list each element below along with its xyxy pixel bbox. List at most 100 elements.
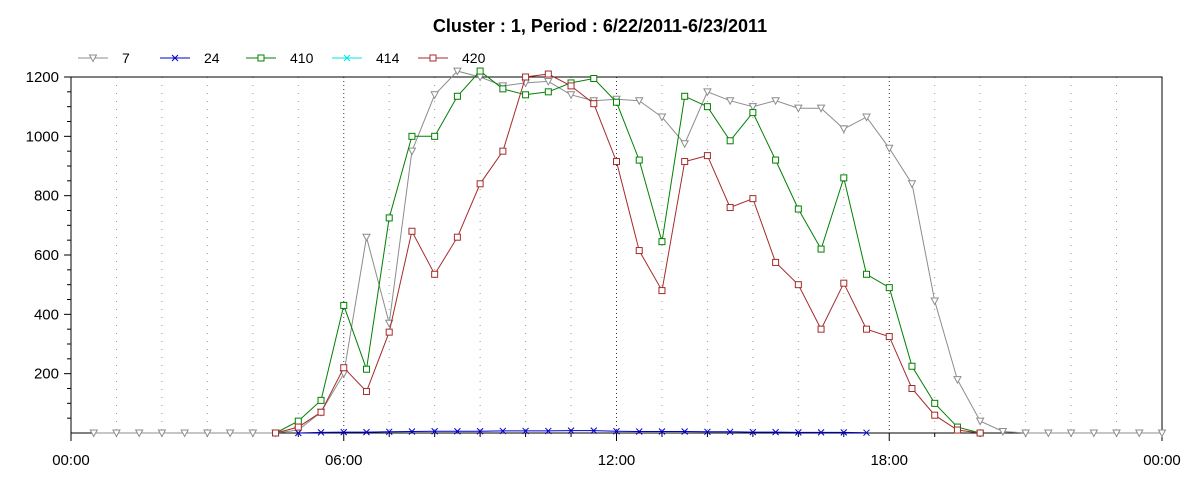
y-tick-label: 400	[34, 306, 59, 323]
data-point	[340, 301, 348, 309]
x-tick-label: 06:00	[325, 452, 363, 469]
data-point	[430, 91, 440, 100]
data-point	[408, 428, 416, 435]
data-point	[1157, 429, 1167, 438]
data-point	[1066, 429, 1076, 438]
series-layer	[89, 67, 1167, 438]
data-point	[681, 428, 689, 435]
x-tick-label: 00:00	[52, 452, 90, 469]
data-point	[840, 279, 848, 287]
x-tick-label: 12:00	[598, 452, 636, 469]
data-point	[499, 85, 507, 93]
data-point	[385, 328, 393, 336]
data-point	[930, 297, 940, 306]
data-point	[362, 233, 371, 242]
data-point	[317, 396, 325, 404]
data-point	[522, 73, 530, 81]
data-point	[998, 428, 1008, 437]
data-point	[362, 365, 370, 373]
data-point	[749, 428, 757, 436]
data-point	[544, 427, 552, 435]
data-point	[748, 103, 758, 112]
data-point	[772, 156, 780, 164]
data-point	[794, 205, 802, 213]
data-point	[863, 325, 871, 333]
data-point	[566, 91, 576, 100]
legend-label: 414	[376, 50, 400, 66]
series-line-7	[93, 70, 1162, 434]
y-tick-label: 1200	[26, 69, 59, 86]
data-point	[863, 429, 870, 437]
data-point	[1089, 429, 1099, 438]
data-point	[89, 429, 99, 438]
data-point	[567, 82, 575, 90]
data-point	[590, 427, 598, 434]
series-line-420	[275, 73, 981, 434]
data-point	[567, 427, 575, 434]
data-point	[225, 429, 235, 438]
data-point	[726, 428, 734, 436]
legend-item-420: 420	[418, 50, 486, 66]
data-point	[613, 158, 620, 166]
y-tick-label: 1000	[26, 128, 59, 145]
legend-item-414: 414	[332, 50, 400, 66]
data-point	[839, 125, 849, 134]
legend-label: 7	[122, 50, 130, 66]
data-point	[407, 147, 417, 156]
series-410	[272, 67, 984, 437]
legend-label: 420	[462, 50, 486, 66]
data-point	[248, 429, 258, 438]
data-point	[112, 429, 121, 438]
data-point	[907, 180, 917, 189]
data-point	[294, 429, 302, 437]
data-point	[772, 258, 780, 266]
data-point	[294, 423, 302, 431]
data-point	[725, 97, 735, 106]
data-point	[408, 132, 416, 140]
data-point	[975, 417, 985, 426]
data-point	[590, 74, 598, 82]
data-point	[522, 427, 529, 435]
data-point	[453, 67, 462, 76]
legend-swatch-marker	[171, 54, 179, 62]
x-tick-label: 00:00	[1143, 452, 1181, 469]
data-point	[771, 97, 780, 106]
data-point	[431, 270, 439, 278]
data-point	[794, 429, 802, 436]
legend-item-24: 24	[160, 50, 220, 66]
chart-title: Cluster : 1, Period : 6/22/2011-6/23/201…	[433, 16, 767, 36]
data-point	[772, 428, 779, 436]
data-point	[499, 147, 507, 155]
data-point	[953, 426, 961, 434]
data-point	[476, 180, 484, 188]
legend-swatch-marker	[257, 54, 265, 62]
data-point	[522, 91, 530, 99]
data-point	[931, 399, 939, 407]
data-point	[794, 281, 802, 289]
data-point	[499, 427, 507, 435]
data-point	[749, 195, 757, 203]
x-tick-label: 18:00	[870, 452, 908, 469]
data-point	[362, 387, 370, 395]
data-point	[272, 429, 280, 437]
series-line-24	[298, 430, 867, 434]
legend-item-410: 410	[246, 50, 314, 66]
y-tick-label: 800	[34, 188, 59, 205]
legend-label: 410	[290, 50, 314, 66]
data-point	[931, 411, 939, 419]
data-point	[840, 174, 848, 182]
data-point	[317, 408, 325, 416]
data-point	[408, 227, 416, 235]
data-point	[726, 204, 734, 212]
data-point	[953, 376, 962, 385]
data-point	[884, 144, 894, 153]
plot-area	[70, 76, 1163, 434]
data-point	[294, 417, 302, 425]
data-point	[635, 247, 643, 255]
legend-label: 24	[204, 50, 220, 66]
legend-swatch-marker	[343, 54, 351, 62]
data-point	[658, 238, 666, 246]
data-point	[681, 92, 689, 100]
data-point	[793, 104, 803, 113]
